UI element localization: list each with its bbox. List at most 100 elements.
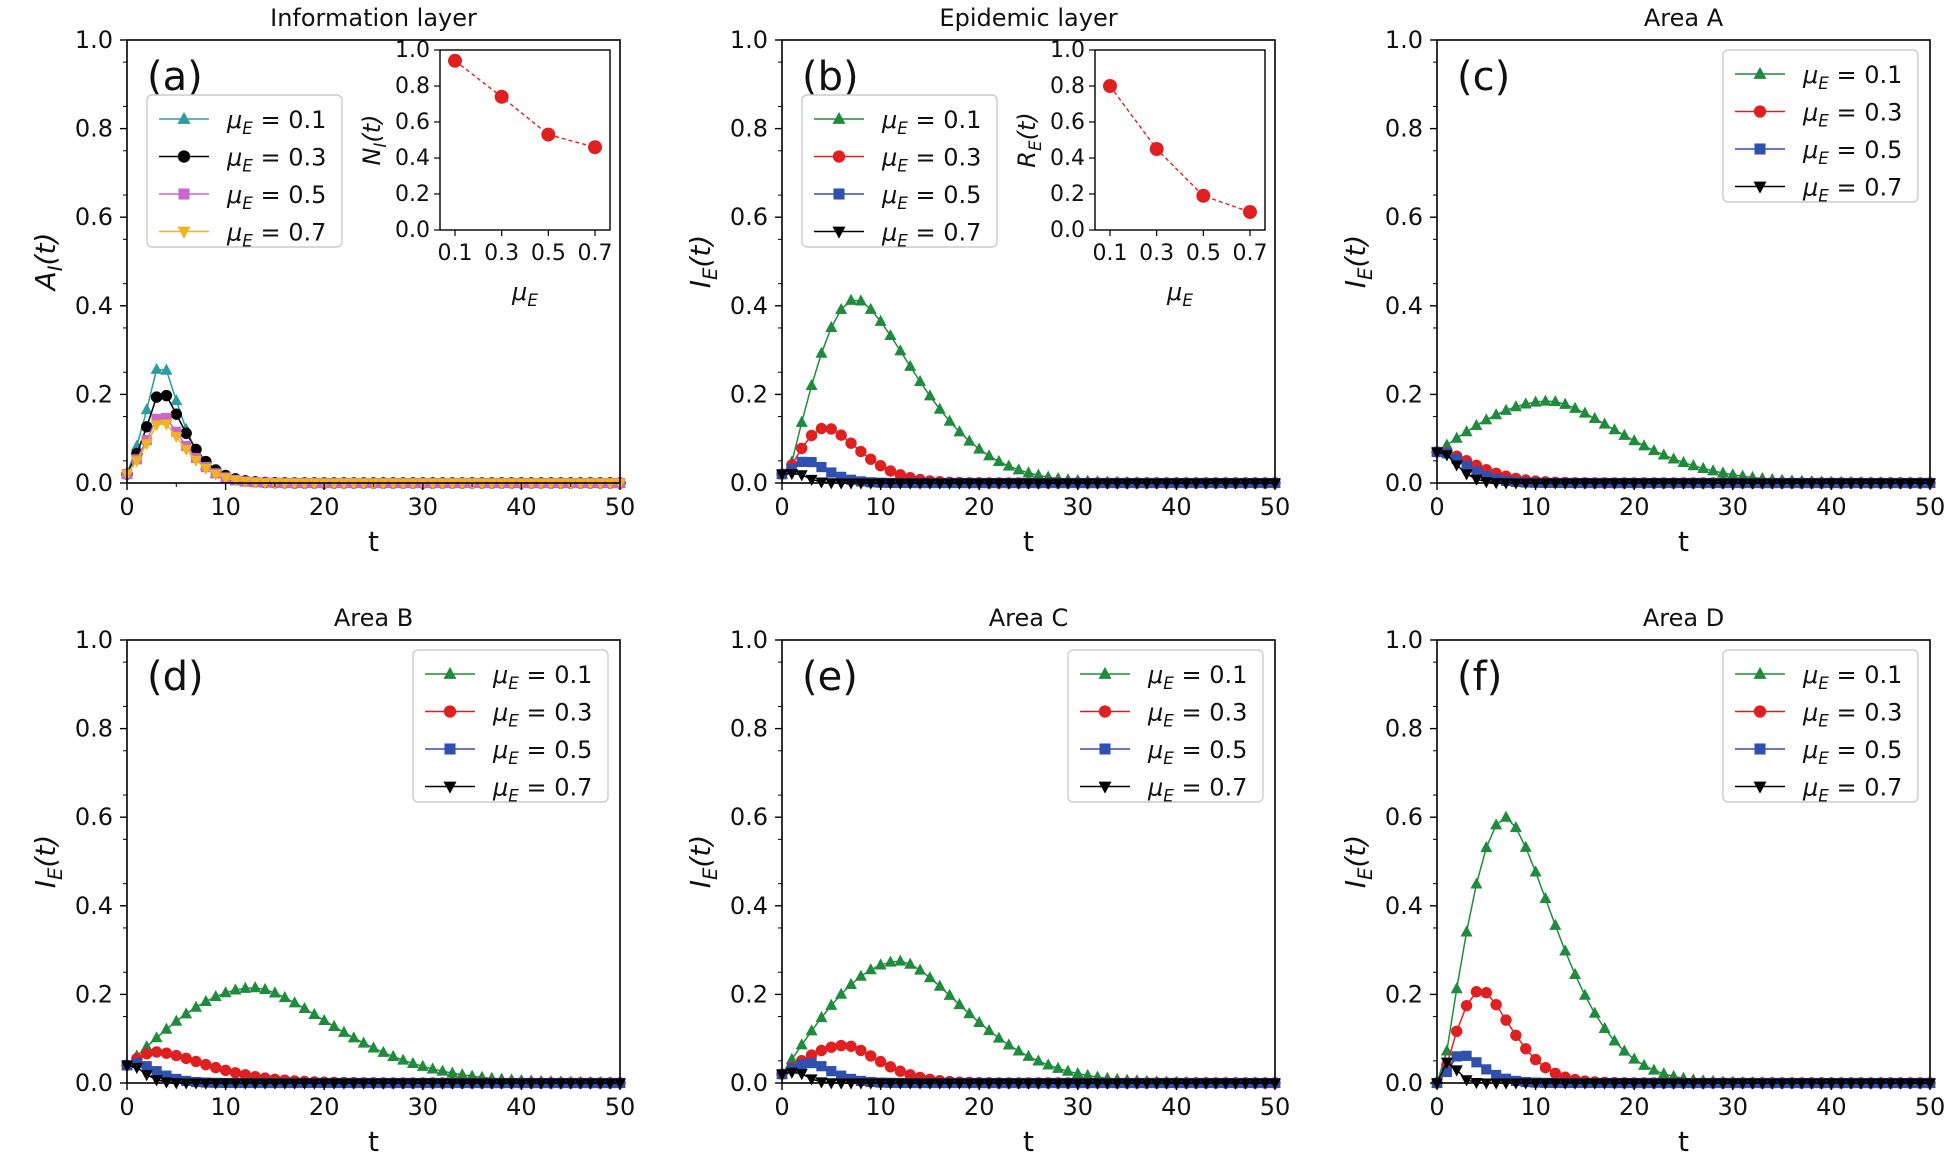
inset-y-label: RE(t) — [1013, 112, 1045, 167]
legend-label: μE = 0.5 — [226, 181, 326, 213]
y-tick-label: 0.0 — [1385, 1069, 1423, 1097]
data-point — [1490, 999, 1502, 1011]
data-point — [785, 1052, 798, 1064]
data-point — [1697, 461, 1710, 473]
data-point — [1111, 1078, 1124, 1090]
data-point — [584, 478, 597, 490]
data-point — [1795, 1078, 1808, 1090]
data-point — [835, 1039, 847, 1052]
data-point — [199, 1078, 212, 1090]
data-point — [416, 1059, 429, 1071]
inset-x-tick-label: 0.1 — [438, 241, 473, 266]
legend-marker — [1753, 66, 1767, 79]
data-point — [1588, 1078, 1601, 1090]
data-point — [180, 1052, 192, 1065]
data-point — [826, 467, 837, 478]
data-point — [209, 1078, 222, 1090]
data-point — [1500, 1078, 1513, 1090]
legend-label: μE = 0.3 — [1802, 699, 1902, 731]
data-point — [190, 1055, 202, 1068]
x-tick-label: 40 — [506, 493, 537, 521]
data-point — [170, 408, 182, 420]
panel-f: Area D 0 10 20 30 40 50 0.0 0.2 0.4 0.6 0.8 1.0 t IE(t… — [1339, 604, 1945, 1158]
data-point — [387, 478, 400, 490]
data-point — [180, 1007, 193, 1019]
data-point — [199, 994, 212, 1006]
legend-marker — [1098, 781, 1112, 794]
data-point — [278, 990, 291, 1003]
data-point — [1559, 944, 1572, 956]
x-tick-label: 50 — [1260, 493, 1291, 521]
data-point — [1440, 438, 1453, 450]
data-point — [1002, 1078, 1015, 1090]
data-point — [953, 478, 966, 490]
data-point — [160, 1022, 173, 1034]
data-point — [825, 998, 838, 1010]
x-tick-label: 0 — [119, 493, 134, 521]
inset-x-tick-label: 0.3 — [484, 241, 519, 266]
data-point — [140, 403, 153, 415]
y-tick-label: 1.0 — [1385, 626, 1423, 654]
data-point — [1657, 1067, 1670, 1079]
data-point — [1160, 1078, 1173, 1090]
data-point — [1002, 1038, 1015, 1050]
data-point — [1588, 478, 1601, 490]
y-tick-label: 1.0 — [730, 26, 768, 54]
x-tick-label: 40 — [1161, 493, 1192, 521]
x-axis-label: t — [1678, 1125, 1689, 1158]
data-point — [397, 478, 410, 490]
data-point — [446, 1066, 459, 1078]
data-point — [337, 478, 350, 490]
legend-marker — [178, 188, 190, 200]
data-point — [1618, 478, 1631, 490]
panel-e: Area C 0 10 20 30 40 50 0.0 0.2 0.4 0.6 0.8 1.0 t IE(t… — [684, 604, 1290, 1158]
inset-frame — [1094, 49, 1266, 231]
legend-marker — [832, 226, 846, 239]
data-point — [151, 413, 162, 424]
data-point — [150, 362, 163, 374]
data-point — [475, 478, 488, 490]
data-point — [1559, 397, 1572, 409]
y-axis-label: AI(t) — [29, 233, 67, 293]
data-point — [1500, 1014, 1512, 1026]
data-point — [1032, 478, 1045, 490]
data-point — [1815, 478, 1828, 490]
data-point — [1032, 1078, 1045, 1090]
data-point — [1549, 395, 1562, 407]
inset-y-tick-label: 0.8 — [1050, 74, 1085, 99]
y-axis-label: IE(t) — [684, 835, 722, 888]
legend-frame — [1722, 649, 1919, 803]
data-point — [864, 478, 877, 490]
y-tick-label: 0.4 — [75, 292, 113, 320]
data-point — [288, 1078, 301, 1090]
data-point — [1726, 468, 1739, 480]
data-point — [141, 1048, 153, 1060]
data-point — [1707, 464, 1720, 476]
data-point — [795, 1038, 808, 1050]
data-point — [983, 478, 996, 490]
data-point — [845, 977, 858, 990]
data-point — [1160, 478, 1173, 490]
data-point — [904, 1078, 917, 1090]
legend-label: μE = 0.7 — [492, 774, 592, 806]
data-point — [1460, 925, 1473, 937]
inset-chart: 0.1 0.3 0.5 0.7 0.0 0.2 0.4 0.6 0.8 1.0 μE RE(t) — [1013, 38, 1268, 310]
data-point — [426, 1062, 439, 1074]
data-point — [229, 475, 242, 487]
data-point — [495, 478, 508, 490]
data-point — [835, 478, 848, 490]
data-point — [1481, 470, 1492, 482]
data-point — [894, 1065, 907, 1077]
data-point — [1480, 986, 1493, 999]
data-point — [1785, 1078, 1798, 1090]
inset-frame — [439, 49, 611, 231]
data-point — [1667, 478, 1680, 490]
inset-x-tick-label: 0.5 — [1186, 241, 1221, 266]
y-tick-label: 0.0 — [75, 1069, 113, 1097]
y-tick-label: 0.2 — [75, 380, 113, 408]
data-point — [151, 1066, 162, 1077]
data-point — [1180, 478, 1193, 490]
y-tick-label: 1.0 — [730, 626, 768, 654]
y-tick-label: 0.0 — [730, 469, 768, 497]
data-point — [1509, 478, 1522, 490]
